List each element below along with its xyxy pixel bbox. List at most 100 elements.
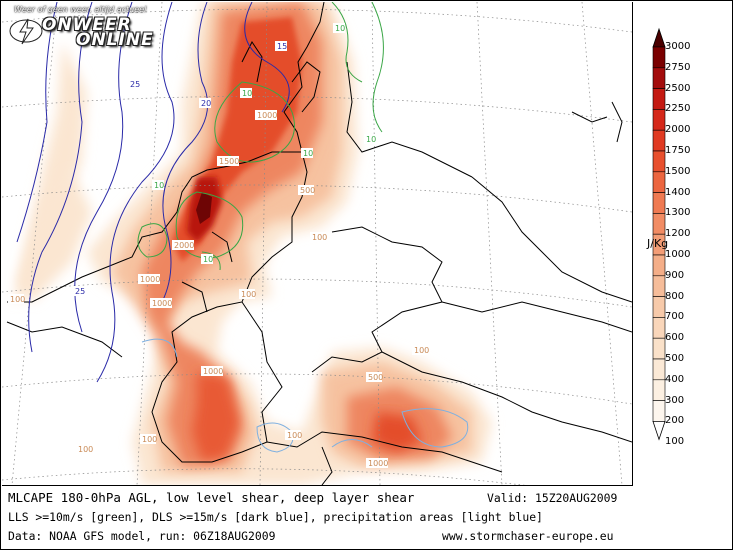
contour-labels: 1500 500 100 2000 1000 100 100 1000 100 …: [8, 23, 429, 468]
cape-label: 1000: [257, 111, 277, 120]
cape-label-box: [255, 110, 277, 120]
cape-label-box: [140, 434, 156, 444]
legend-swatch: [652, 192, 666, 214]
precip-contours: [141, 338, 469, 453]
lls-label: 10: [303, 149, 313, 158]
logo-lightning-icon: [8, 18, 44, 45]
legend-tick-label: 100: [665, 436, 685, 448]
map-svg: 1500 500 100 2000 1000 100 100 1000 100 …: [2, 2, 632, 485]
dls-label: 15: [277, 42, 287, 51]
legend-swatch: [652, 67, 666, 89]
legend-swatch: [652, 109, 666, 131]
dls-contours: [16, 2, 290, 383]
logo-word-online: ONLINE: [76, 30, 154, 50]
legend-tick-label: 1300: [665, 207, 691, 219]
legend-tick-label: 200: [665, 415, 685, 427]
legend-tick-label: 600: [665, 332, 685, 344]
lls-label: 10: [366, 135, 376, 144]
lls-label: 10: [335, 24, 345, 33]
cape-label-box: [412, 345, 428, 355]
legend-swatch: [652, 275, 666, 297]
legend-tick-label: 2000: [665, 124, 691, 136]
caption-panel: MLCAPE 180-0hPa AGL, low level shear, de…: [2, 486, 732, 549]
legend-tick-label: 400: [665, 373, 685, 385]
legend-swatch: [652, 171, 666, 193]
lls-label: 10: [154, 181, 164, 190]
cape-label: 100: [241, 290, 256, 299]
lls-contours: [137, 2, 384, 271]
legend-tick-label: 1000: [665, 249, 691, 260]
cape-area-1200-south: [192, 372, 240, 462]
legend-arrow-bottom: [652, 421, 666, 441]
cape-label: 1000: [140, 275, 160, 284]
cape-label: 1000: [368, 459, 388, 468]
legend-swatch: [652, 337, 666, 360]
legend-swatch: [652, 379, 666, 401]
dls-label: 20: [201, 99, 211, 108]
cape-label: 100: [287, 431, 302, 440]
legend-tick-label: 900: [665, 269, 685, 281]
cape-area-2500: [196, 192, 212, 224]
lls-label-box: [364, 134, 376, 144]
legend-tick-label: 800: [665, 290, 685, 302]
cape-label: 500: [368, 373, 383, 382]
cape-label-box: [239, 289, 255, 299]
legend-swatch: [652, 400, 666, 422]
legend-tick-label: 1200: [665, 228, 691, 240]
legend-swatch: [652, 358, 666, 381]
valid-time: Valid: 15Z20AUG2009: [487, 491, 618, 505]
graticule: [2, 2, 632, 485]
cape-label-box: [172, 240, 194, 250]
cape-label-box: [138, 274, 160, 284]
legend-swatch: [652, 254, 666, 277]
lls-label-box: [240, 88, 252, 98]
cape-label: 1000: [203, 367, 223, 376]
legend-swatch: [652, 150, 666, 173]
legend-tick-label: 300: [665, 394, 685, 406]
cape-label: 2000: [174, 241, 194, 250]
caption-line-data: Data: NOAA GFS model, run: 06Z18AUG2009: [8, 529, 276, 543]
legend-colorbar: [652, 27, 666, 441]
lls-label-box: [201, 254, 213, 264]
legend-tick-label: 1750: [665, 145, 691, 156]
dls-label: 25: [75, 287, 85, 296]
caption-line-shear: LLS >=10m/s [green], DLS >=15m/s [dark b…: [8, 510, 543, 524]
lls-label-box: [333, 23, 345, 33]
cape-label: 100: [10, 295, 25, 304]
legend-arrow-top: [652, 27, 666, 48]
logo-tagline: Weer of geen weer, altijd actueel: [14, 5, 147, 14]
legend-swatch: [652, 296, 666, 318]
legend-swatch: [652, 88, 666, 110]
cape-label-box: [310, 232, 326, 242]
cape-label: 500: [300, 186, 315, 195]
lls-label-box: [301, 148, 313, 158]
legend-swatch: [652, 213, 666, 235]
dls-label-box: [73, 286, 85, 296]
dls-label-box: [275, 41, 287, 51]
cape-label-box: [217, 156, 239, 166]
dls-label-box: [199, 98, 211, 108]
legend-tick-label: 1400: [665, 186, 691, 198]
website-credit: www.stormchaser-europe.eu: [442, 529, 614, 543]
chart-title: MLCAPE 180-0hPa AGL, low level shear, de…: [8, 490, 415, 505]
legend-tick-label: 2750: [665, 61, 691, 73]
cape-label: 100: [414, 346, 429, 355]
dls-label-box: [128, 79, 140, 89]
cape-label: 1500: [219, 157, 239, 166]
cape-label: 1000: [152, 299, 172, 308]
legend-tick-label: 2250: [665, 103, 691, 115]
cape-label-box: [8, 294, 24, 304]
logo-word-onweer: ONWEER: [42, 15, 132, 35]
cape-label-box: [366, 458, 388, 468]
legend-tick-label: 500: [665, 353, 685, 364]
cape-label-box: [298, 185, 314, 195]
legend-swatch: [652, 46, 666, 69]
cape-shading: [14, 2, 492, 485]
cape-label-box: [285, 430, 301, 440]
legend-unit-label: J/Kg: [647, 237, 669, 250]
legend-tick-label: 2500: [665, 82, 691, 94]
lls-label: 10: [242, 89, 252, 98]
dls-label: 25: [130, 80, 140, 89]
cape-label-box: [201, 366, 223, 376]
